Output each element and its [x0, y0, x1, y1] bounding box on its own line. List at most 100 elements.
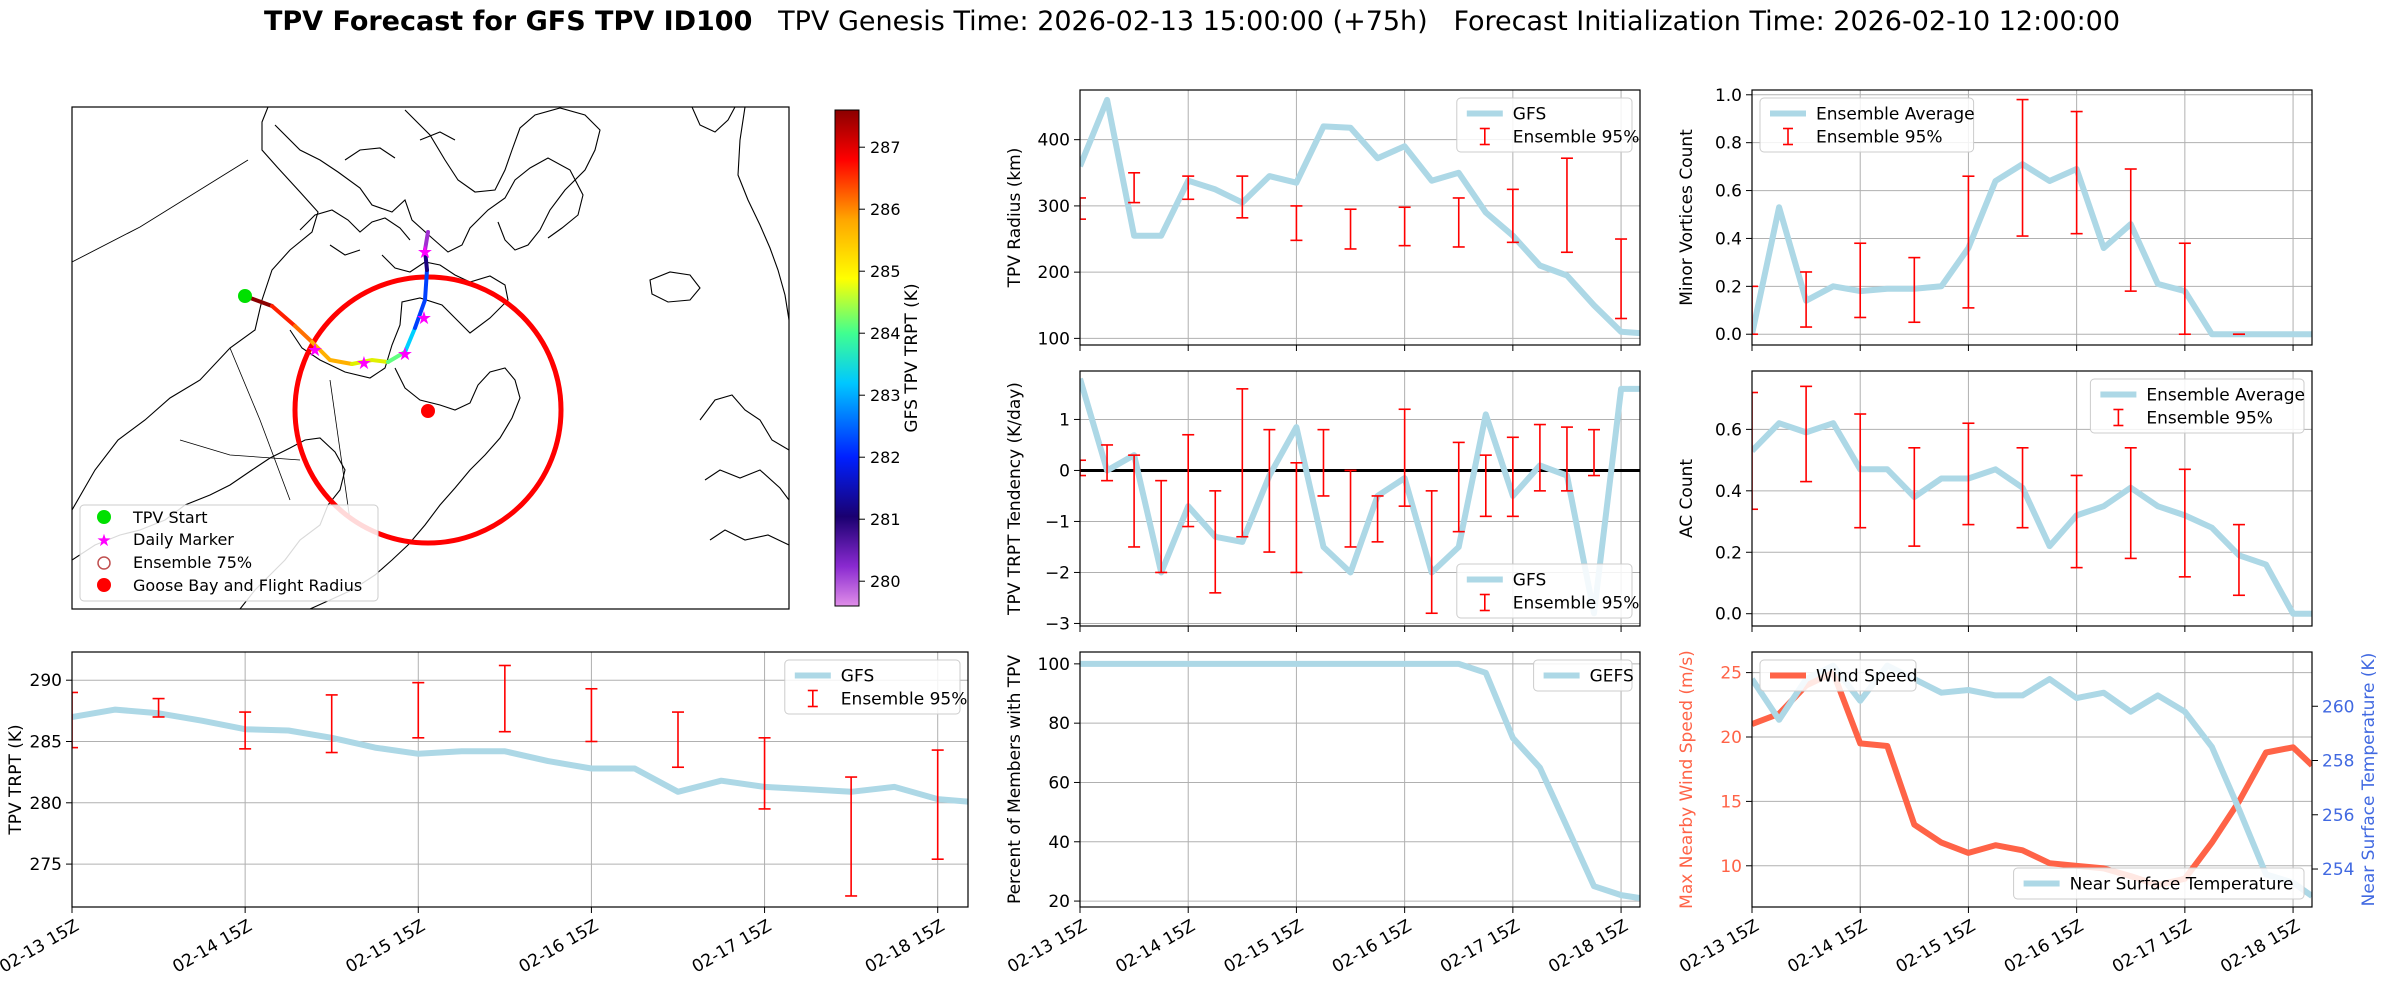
error-bar — [2124, 168, 2137, 292]
daily-marker: ★ — [307, 340, 323, 361]
y-tick-label: 280 — [30, 794, 62, 814]
y-tick-label: 0.8 — [1715, 134, 1742, 154]
error-bar — [1080, 459, 1086, 477]
x-tick-label: 02-16 15Z — [2001, 916, 2087, 977]
y-axis-label: TPV TRPT Tendency (K/day) — [1005, 382, 1025, 616]
border-alaska-canada — [72, 159, 249, 263]
track-segment — [423, 248, 429, 272]
error-bar — [412, 681, 425, 739]
series-line-gfs — [1080, 96, 1640, 337]
x-tick-label: 02-17 15Z — [1437, 916, 1523, 977]
colorbar-tick-label: 283 — [870, 386, 901, 405]
axes-frame — [1079, 651, 1641, 908]
legend-green-dot-icon — [97, 510, 111, 524]
map-legend-label: Daily Marker — [133, 530, 234, 549]
error-bar — [1908, 256, 1921, 324]
track-segment — [423, 230, 430, 252]
legend-label: Ensemble 95% — [1513, 128, 1640, 148]
legend-label: Near Surface Temperature — [2070, 875, 2294, 895]
y-tick-label: 0.0 — [1715, 605, 1742, 625]
y-tick-label: 15 — [1720, 792, 1742, 812]
series-line-near-surface-temperature — [1752, 662, 2312, 899]
legend-label: GFS — [841, 667, 874, 687]
chart-members: 20 40 60 80 100 02-13 15Z 02-14 15Z 02-15 15Z 02… — [1004, 651, 1641, 977]
legend-box — [1533, 659, 1633, 692]
error-bar — [1290, 205, 1303, 242]
error-bar — [1452, 441, 1465, 533]
error-bar — [1533, 423, 1546, 492]
y-tick-label: 0 — [1059, 461, 1070, 481]
error-bar — [1854, 413, 1867, 529]
error-bar — [1452, 197, 1465, 248]
axes-frame — [1079, 89, 1641, 346]
error-bar — [1128, 454, 1141, 548]
legend-label: GFS — [1513, 571, 1546, 591]
track-segment — [310, 340, 354, 366]
y-axis-label: TPV Radius (km) — [1005, 148, 1025, 289]
legend: Wind Speed — [1759, 659, 1917, 692]
error-bar — [1209, 490, 1222, 594]
series-line-ensemble-average — [1752, 161, 2312, 338]
error-bar — [2178, 468, 2191, 578]
tpv-track — [243, 230, 430, 366]
map-legend-label: Ensemble 75% — [133, 553, 252, 572]
y-tick-label: 100 — [1038, 329, 1070, 349]
coastline-hudson-bay — [289, 254, 509, 379]
track-segment — [270, 304, 297, 328]
y-axis-label: Percent of Members with TPV — [1005, 655, 1025, 904]
chart-radius: 100 200 300 400 TPV Radius (km) GFS Ensemble 9… — [1005, 89, 1641, 351]
y-tick-label: 290 — [30, 671, 62, 691]
error-bar — [2124, 447, 2137, 560]
coastline-labrador — [309, 367, 521, 609]
legend-star-icon: ★ — [96, 531, 111, 551]
error-bar — [1588, 428, 1601, 477]
map-panel: ★ ★ ★ ★ ★ TPV Start ★ Daily Marker Ensem… — [71, 106, 922, 610]
error-bar — [585, 687, 598, 743]
x-tick-label: 02-17 15Z — [2109, 916, 2195, 977]
error-bar — [758, 737, 771, 810]
axes-frame — [1751, 89, 2313, 346]
error-bar — [2016, 98, 2029, 237]
legend: Ensemble Average Ensemble 95% — [2089, 378, 2305, 434]
y-tick-label: 0.2 — [1715, 543, 1742, 563]
track-segment — [350, 357, 390, 366]
axes-frame — [1751, 370, 2313, 627]
y-tick-label: 80 — [1048, 714, 1070, 734]
error-bar — [1425, 490, 1438, 615]
y-tick-label: 0.6 — [1715, 182, 1742, 202]
chart-tendency: −3 −2 −1 0 1 TPV TRPT Tendency (K/day) GFS Ense… — [1005, 370, 1641, 634]
error-bar — [845, 776, 858, 897]
track-segment — [293, 324, 314, 344]
x-tick-label: 02-14 15Z — [169, 916, 255, 977]
legend-label: GFS — [1513, 105, 1546, 125]
colorbar-label: GFS TPV TRPT (K) — [902, 283, 922, 432]
axes-frame — [1751, 651, 2313, 908]
series-line-wind-speed — [1752, 669, 2312, 889]
x-tick-label: 02-16 15Z — [516, 916, 602, 977]
legend-box — [1759, 97, 1975, 153]
y-tick-label-right: 254 — [2322, 860, 2354, 880]
colorbar-tick-label: 287 — [870, 138, 901, 157]
error-bar — [1398, 206, 1411, 247]
legend: GFS Ensemble 95% — [1456, 97, 1640, 153]
axes-frame — [71, 651, 969, 908]
error-bar — [1344, 208, 1357, 250]
y-tick-label: 0.4 — [1715, 229, 1742, 249]
error-bar — [1317, 428, 1330, 497]
y-tick-label-right: 258 — [2322, 752, 2354, 772]
legend-box — [1759, 659, 1917, 692]
y-axis-label: AC Count — [1677, 459, 1697, 538]
track-segment — [413, 268, 429, 330]
x-tick-label: 02-15 15Z — [1893, 916, 1979, 977]
error-bar — [1371, 495, 1384, 543]
legend-box — [2089, 378, 2305, 434]
error-bar — [1236, 175, 1249, 219]
map-legend-box — [79, 504, 379, 602]
axes-frame — [1079, 370, 1641, 627]
error-bar — [1236, 388, 1249, 538]
error-bar — [1560, 157, 1573, 254]
y-tick-label: −3 — [1045, 614, 1070, 634]
y-tick-label: 20 — [1720, 728, 1742, 748]
y-tick-label: 285 — [30, 732, 62, 752]
legend-label: GEFS — [1590, 667, 1634, 687]
